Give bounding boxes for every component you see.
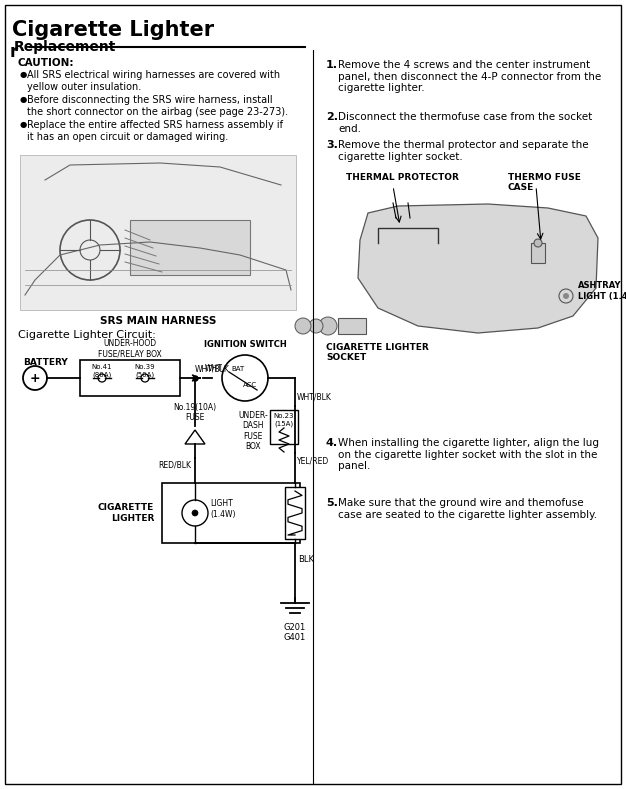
Text: +: + bbox=[29, 372, 40, 384]
Polygon shape bbox=[358, 204, 598, 333]
Bar bbox=[80, 360, 180, 396]
Text: (15A): (15A) bbox=[274, 420, 294, 427]
Text: WHT: WHT bbox=[205, 364, 223, 373]
Text: Replacement: Replacement bbox=[14, 40, 116, 54]
Circle shape bbox=[295, 318, 311, 334]
Bar bbox=[338, 318, 366, 334]
Text: r: r bbox=[10, 43, 18, 61]
Bar bbox=[531, 243, 545, 263]
Text: Disconnect the thermofuse case from the socket
end.: Disconnect the thermofuse case from the … bbox=[338, 112, 592, 133]
Circle shape bbox=[319, 317, 337, 335]
Text: 1.: 1. bbox=[326, 60, 338, 70]
Text: No.41: No.41 bbox=[92, 364, 112, 370]
Text: ASHTRAY
LIGHT (1.4W): ASHTRAY LIGHT (1.4W) bbox=[578, 282, 626, 301]
Text: BAT: BAT bbox=[232, 366, 245, 372]
Text: When installing the cigarette lighter, align the lug
on the cigarette lighter so: When installing the cigarette lighter, a… bbox=[338, 438, 599, 471]
Text: SRS MAIN HARNESS: SRS MAIN HARNESS bbox=[100, 316, 216, 326]
Text: WHT/BLK: WHT/BLK bbox=[195, 364, 230, 373]
Text: BATTERY: BATTERY bbox=[23, 358, 68, 367]
Bar bbox=[162, 483, 300, 543]
Text: UNDER-HOOD
FUSE/RELAY BOX: UNDER-HOOD FUSE/RELAY BOX bbox=[98, 338, 162, 358]
Text: (50A): (50A) bbox=[135, 371, 155, 377]
Text: CAUTION:: CAUTION: bbox=[17, 58, 73, 68]
Text: CIGARETTE LIGHTER
SOCKET: CIGARETTE LIGHTER SOCKET bbox=[326, 343, 429, 362]
Text: IGNITION SWITCH: IGNITION SWITCH bbox=[203, 340, 286, 349]
Text: Remove the thermal protector and separate the
cigarette lighter socket.: Remove the thermal protector and separat… bbox=[338, 140, 588, 162]
Text: 3.: 3. bbox=[326, 140, 338, 150]
Text: Before disconnecting the SRS wire harness, install
the short connector on the ai: Before disconnecting the SRS wire harnes… bbox=[27, 95, 288, 118]
Text: Make sure that the ground wire and themofuse
case are seated to the cigarette li: Make sure that the ground wire and themo… bbox=[338, 498, 597, 520]
Circle shape bbox=[563, 293, 569, 299]
Text: ACC: ACC bbox=[243, 382, 257, 388]
Text: YEL/RED: YEL/RED bbox=[297, 456, 329, 465]
Bar bbox=[130, 220, 250, 275]
Text: CIGARETTE
LIGHTER: CIGARETTE LIGHTER bbox=[98, 503, 154, 522]
Text: 5.: 5. bbox=[326, 498, 338, 508]
Circle shape bbox=[534, 239, 542, 247]
Text: THERMAL PROTECTOR: THERMAL PROTECTOR bbox=[346, 173, 459, 182]
Text: ●: ● bbox=[20, 70, 28, 79]
Bar bbox=[270, 410, 298, 444]
Text: ●: ● bbox=[20, 120, 28, 129]
Text: No.39: No.39 bbox=[135, 364, 155, 370]
Text: Cigarette Lighter Circuit:: Cigarette Lighter Circuit: bbox=[18, 330, 156, 340]
Text: G201
G401: G201 G401 bbox=[284, 623, 306, 642]
Text: 2.: 2. bbox=[326, 112, 338, 122]
Bar bbox=[20, 155, 296, 310]
Text: Remove the 4 screws and the center instrument
panel, then disconnect the 4-P con: Remove the 4 screws and the center instr… bbox=[338, 60, 601, 93]
Circle shape bbox=[192, 510, 198, 516]
Text: (80A): (80A) bbox=[93, 371, 111, 377]
Text: THERMO FUSE
CASE: THERMO FUSE CASE bbox=[508, 173, 581, 193]
Text: No.23: No.23 bbox=[274, 413, 294, 419]
Text: BLK: BLK bbox=[298, 555, 314, 564]
Text: All SRS electrical wiring harnesses are covered with
yellow outer insulation.: All SRS electrical wiring harnesses are … bbox=[27, 70, 280, 92]
Text: Cigarette Lighter: Cigarette Lighter bbox=[12, 20, 214, 40]
Text: ●: ● bbox=[20, 95, 28, 104]
Text: RED/BLK: RED/BLK bbox=[158, 460, 191, 469]
Bar bbox=[285, 487, 305, 539]
Text: LIGHT
(1.4W): LIGHT (1.4W) bbox=[210, 499, 235, 518]
Text: 4.: 4. bbox=[326, 438, 338, 448]
Text: No.19(10A)
FUSE: No.19(10A) FUSE bbox=[173, 402, 217, 422]
Text: WHT/BLK: WHT/BLK bbox=[297, 392, 332, 401]
Text: UNDER-
DASH
FUSE
BOX: UNDER- DASH FUSE BOX bbox=[238, 411, 268, 451]
Text: Replace the entire affected SRS harness assembly if
it has an open circuit or da: Replace the entire affected SRS harness … bbox=[27, 120, 283, 142]
Circle shape bbox=[309, 319, 323, 333]
